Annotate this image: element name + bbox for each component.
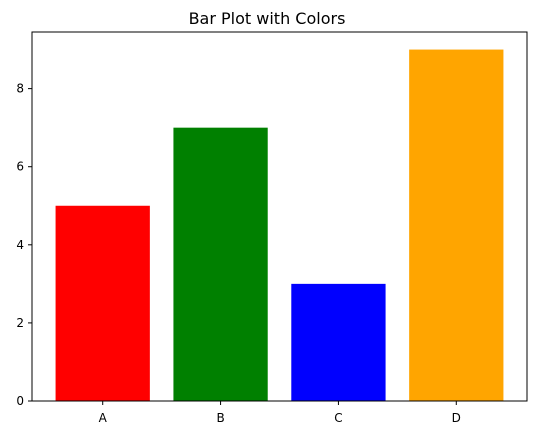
y-tick-label: 0 [16, 394, 24, 408]
axes-frame [31, 31, 528, 402]
x-tick-label: C [334, 411, 342, 425]
x-tick-label: B [216, 411, 224, 425]
bar-D [409, 49, 504, 401]
chart-title: Bar Plot with Colors [189, 9, 346, 28]
bar-A [55, 205, 150, 401]
axes-layer: A B C D 0 2 4 6 8 [16, 31, 528, 425]
bar-B [173, 127, 268, 402]
x-tick-label: A [99, 411, 108, 425]
y-tick-label: 4 [16, 238, 24, 252]
y-tick-label: 2 [16, 316, 24, 330]
y-tick-label: 6 [16, 160, 24, 174]
bar-C [291, 283, 386, 401]
bars-layer [55, 49, 504, 402]
y-tick-label: 8 [16, 82, 24, 96]
x-tick-label: D [452, 411, 461, 425]
